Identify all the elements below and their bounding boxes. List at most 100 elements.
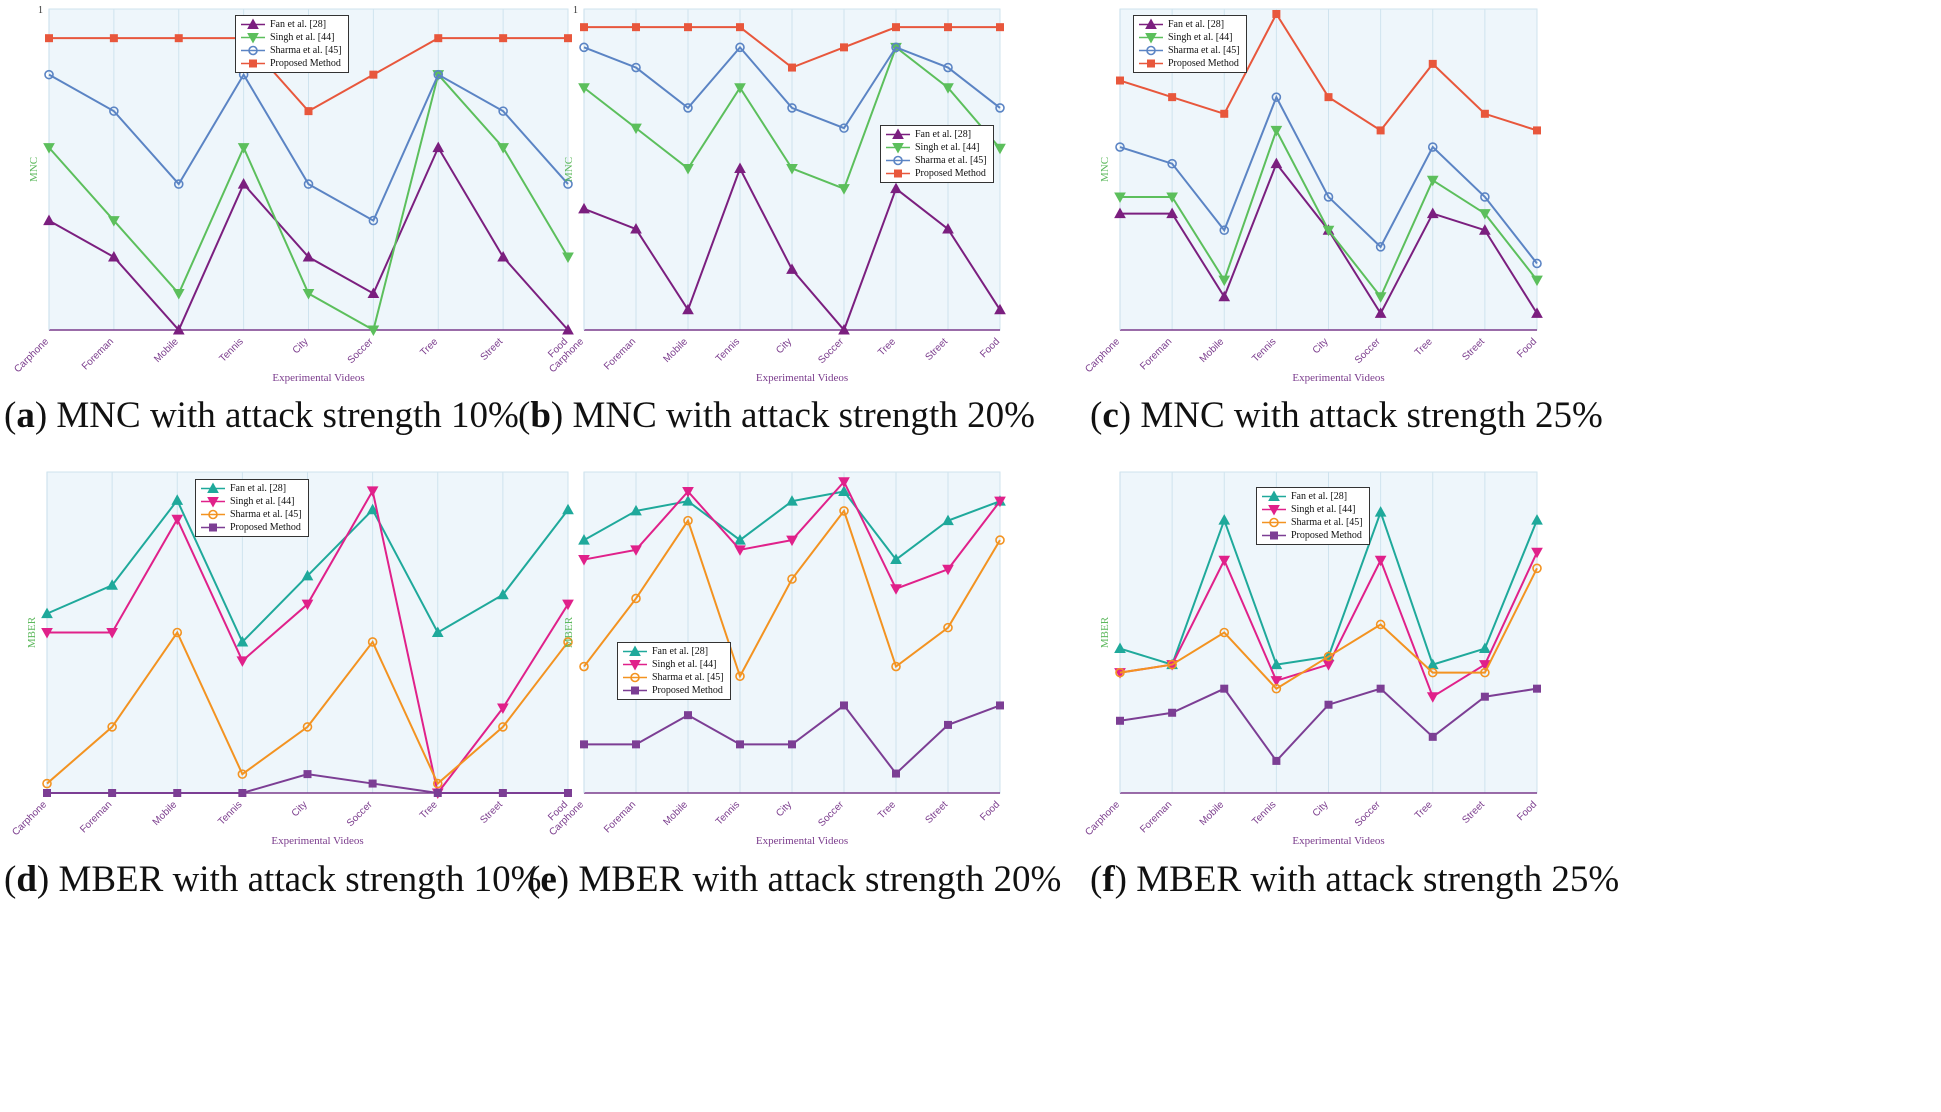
legend-marker (1268, 505, 1280, 516)
data-point (1115, 667, 1125, 678)
data-point (1219, 627, 1230, 638)
chart-caption: (b) MNC with attack strength 20% (518, 395, 1035, 436)
data-point (108, 251, 120, 262)
data-point (108, 216, 120, 227)
legend-label: Sharma et al. [45] (1168, 45, 1240, 56)
legend: Fan et al. [28] Singh et al. [44] Sharma e… (1256, 487, 1370, 545)
legend-label: Proposed Method (915, 168, 986, 179)
data-point (1480, 692, 1489, 701)
data-point (238, 789, 247, 797)
legend-label: Singh et al. [44] (1168, 32, 1233, 43)
data-point (1323, 651, 1334, 662)
data-point (301, 569, 314, 581)
legend-swatch (1262, 505, 1286, 516)
data-point (995, 535, 1005, 545)
legend-item: Fan et al. [28] (200, 482, 302, 495)
chart-caption: (d) MBER with attack strength 10% (4, 859, 542, 900)
data-point (890, 182, 902, 194)
data-point (1480, 192, 1490, 202)
x-axis-label: Experimental Videos (1292, 835, 1384, 847)
legend-item: Singh et al. [44] (240, 31, 342, 44)
legend-item: Singh et al. [44] (885, 141, 987, 154)
data-point (173, 789, 182, 797)
data-point (1270, 125, 1283, 137)
data-point (840, 43, 848, 52)
data-point (563, 179, 573, 189)
data-point (1428, 59, 1437, 68)
y-axis-label: MNC (563, 157, 575, 182)
legend-swatch (886, 143, 910, 154)
legend-swatch (1262, 517, 1286, 528)
data-point (43, 214, 55, 226)
legend-swatch (241, 33, 265, 44)
data-point (562, 252, 574, 264)
data-point (1220, 109, 1229, 118)
y-axis-label: MNC (1099, 157, 1111, 182)
data-point (1479, 209, 1491, 220)
legend-swatch (1139, 18, 1163, 29)
data-point (787, 103, 797, 113)
legend-marker (1269, 517, 1279, 528)
data-point (995, 103, 1005, 113)
caption-label: a (16, 395, 35, 436)
legend-marker (248, 45, 258, 56)
data-point (890, 584, 902, 595)
chart-caption: (c) MNC with attack strength 25% (1090, 395, 1603, 436)
data-point (1324, 93, 1333, 102)
legend-marker (247, 18, 259, 29)
legend-marker (1145, 18, 1157, 29)
data-point (172, 323, 185, 335)
data-point (682, 303, 694, 315)
data-point (1168, 708, 1177, 717)
data-point (630, 223, 642, 234)
legend-swatch (1262, 531, 1286, 540)
caption-label: e (540, 859, 557, 900)
data-point (1374, 506, 1387, 517)
legend-item: Proposed Method (1138, 57, 1240, 70)
data-point (1323, 192, 1334, 202)
data-point (431, 626, 444, 637)
series-line-3 (1119, 94, 1538, 265)
data-point (304, 107, 313, 116)
data-point (944, 23, 952, 32)
data-point (303, 770, 312, 779)
legend-swatch (201, 523, 225, 532)
data-point (682, 163, 694, 175)
x-tick-label: Tree (1413, 799, 1435, 821)
data-point (564, 34, 572, 43)
data-point (891, 42, 901, 53)
data-point (171, 494, 184, 505)
data-point (303, 179, 314, 189)
legend-item: Fan et al. [28] (240, 18, 342, 31)
data-point (432, 778, 443, 789)
chart-caption: (a) MNC with attack strength 10% (4, 395, 519, 436)
x-tick-label: City (1311, 799, 1331, 819)
data-point (580, 23, 588, 32)
data-point (1376, 126, 1385, 135)
data-point (367, 325, 380, 337)
legend-item: Sharma et al. [45] (622, 671, 724, 684)
data-point (237, 178, 250, 189)
data-point (1533, 126, 1541, 135)
data-point (1376, 684, 1385, 693)
data-point (108, 789, 117, 797)
data-point (562, 599, 574, 611)
legend-label: Fan et al. [28] (230, 483, 287, 494)
data-point (736, 23, 744, 32)
data-point (838, 477, 850, 488)
legend-label: Sharma et al. [45] (270, 45, 342, 56)
legend-marker (1270, 531, 1278, 540)
legend-label: Proposed Method (1291, 530, 1362, 541)
legend-label: Fan et al. [28] (1168, 19, 1225, 30)
legend-label: Proposed Method (270, 58, 341, 69)
data-point (43, 789, 51, 797)
data-point (840, 701, 848, 710)
caption-text: MNC with attack strength 20% (572, 395, 1035, 436)
legend-marker (630, 672, 640, 683)
data-point (433, 789, 442, 797)
data-point (579, 661, 589, 672)
data-point (1218, 290, 1231, 302)
data-point (734, 545, 746, 556)
